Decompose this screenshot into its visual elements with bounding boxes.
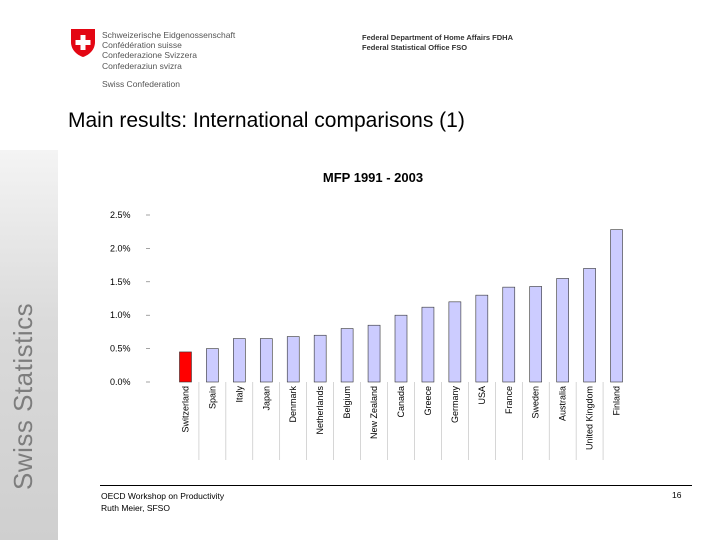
- department-block: Federal Department of Home Affairs FDHA …: [362, 33, 513, 53]
- bar-germany: [448, 301, 462, 383]
- sidebar-swiss-statistics: Swiss Statistics: [8, 302, 38, 490]
- bar-canada: [394, 314, 408, 383]
- y-tick-label: 2.0%: [110, 243, 131, 253]
- x-axis-labels: Switzerland Spain Italy Japan Denmark Netherl…: [180, 382, 622, 460]
- conf-line-de: Schweizerische Eidgenossenschaft: [102, 30, 236, 40]
- x-category-label: New Zealand: [369, 386, 379, 439]
- x-category-label: Finland: [612, 386, 622, 416]
- x-category-label: Netherlands: [315, 386, 325, 435]
- x-category-label: Australia: [558, 386, 568, 421]
- x-category-label: Denmark: [288, 386, 298, 423]
- footer-author: Ruth Meier, SFSO: [101, 503, 170, 513]
- x-category-label: Japan: [261, 386, 271, 411]
- footer-info: OECD Workshop on Productivity Ruth Meier…: [101, 490, 224, 514]
- conf-line-it: Confederazione Svizzera: [102, 50, 197, 61]
- bar-italy: [233, 338, 246, 383]
- page-number: 16: [672, 490, 682, 500]
- y-tick-label: 1.5%: [110, 277, 131, 287]
- x-category-label: Greece: [423, 386, 433, 416]
- bar-spain: [206, 348, 219, 383]
- bars-group: [179, 229, 623, 383]
- bar-japan: [259, 338, 273, 383]
- bar-finland: [610, 229, 623, 383]
- conf-line-fr: Confédération suisse: [102, 40, 182, 51]
- conf-line-en: Swiss Confederation: [102, 78, 180, 89]
- footer-divider: [100, 485, 692, 486]
- bar-sweden: [529, 286, 543, 383]
- bar-new-zealand: [367, 324, 381, 383]
- x-category-label: Belgium: [342, 386, 352, 419]
- office-name: Federal Statistical Office FSO: [362, 43, 468, 52]
- y-tick-label: 2.5%: [110, 210, 131, 220]
- sidebar-band: [0, 150, 58, 540]
- bar-united-kingdom: [583, 268, 596, 383]
- x-category-label: Switzerland: [180, 386, 190, 433]
- bar-australia: [556, 278, 569, 383]
- confederation-block: Schweizerische Eidgenossenschaft Confédé…: [102, 30, 235, 89]
- conf-line-rm: Confederaziun svizra: [102, 60, 182, 71]
- slide-title: Main results: International comparisons …: [68, 109, 465, 132]
- x-category-label: Italy: [234, 386, 244, 403]
- bar-belgium: [340, 328, 354, 383]
- x-category-label: Germany: [450, 386, 460, 424]
- mfp-bar-chart: MFP 1991 - 2003 0.0% 0.5% 1.0% 1.5% 2.0% 2.5%…: [110, 170, 623, 460]
- bar-netherlands: [313, 334, 327, 383]
- department-name: Federal Department of Home Affairs FDHA: [362, 33, 513, 42]
- x-category-label: Sweden: [531, 386, 541, 419]
- y-tick-label: 1.0%: [110, 310, 131, 320]
- x-category-label: France: [504, 386, 514, 414]
- swiss-cross-logo: [71, 29, 95, 57]
- bar-switzerland: [179, 351, 192, 383]
- x-category-label: United Kingdom: [585, 386, 595, 450]
- y-tick-label: 0.0%: [110, 377, 131, 387]
- bar-usa: [475, 294, 489, 383]
- footer-workshop: OECD Workshop on Productivity: [101, 491, 225, 501]
- x-category-label: Canada: [396, 386, 406, 418]
- chart-title: MFP 1991 - 2003: [323, 170, 423, 185]
- x-category-label: Spain: [207, 386, 217, 409]
- bar-france: [502, 286, 516, 383]
- y-axis: 0.0% 0.5% 1.0% 1.5% 2.0% 2.5%: [110, 210, 150, 387]
- y-tick-label: 0.5%: [110, 344, 131, 354]
- x-category-label: USA: [477, 386, 487, 405]
- bar-greece: [421, 306, 435, 383]
- bar-denmark: [286, 336, 300, 383]
